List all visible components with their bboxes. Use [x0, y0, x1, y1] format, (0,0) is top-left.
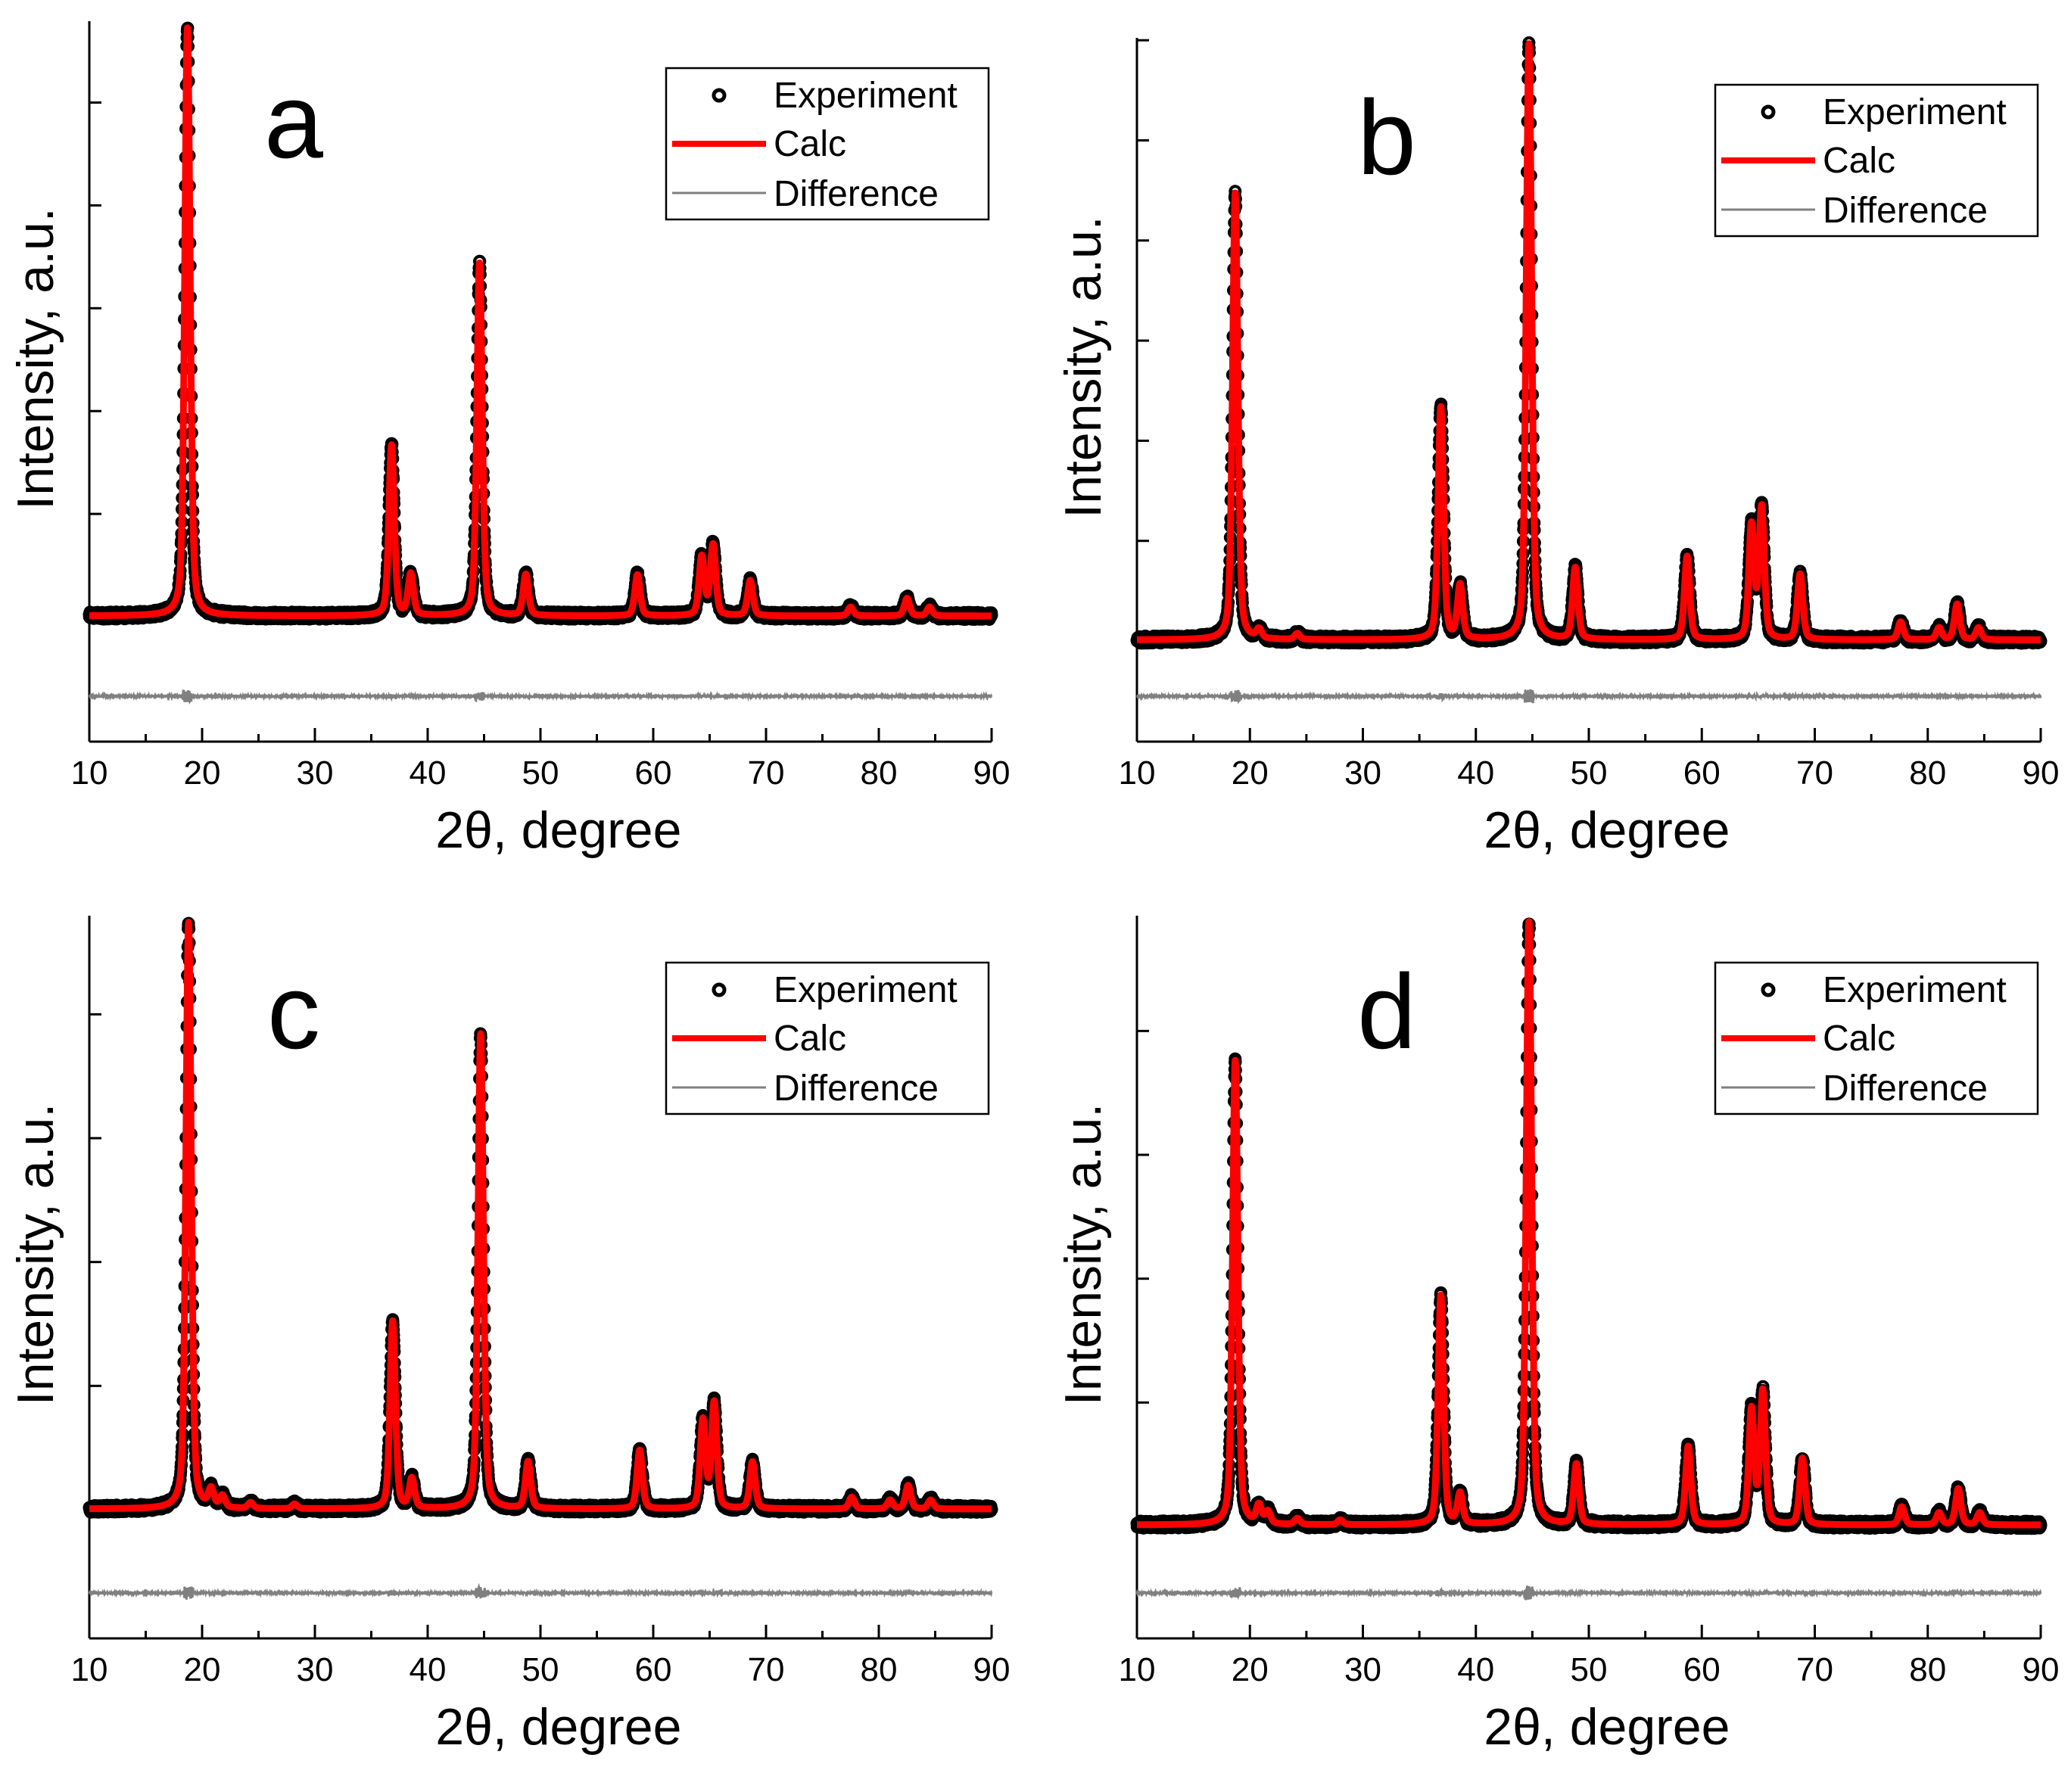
- x-tick-label: 90: [973, 754, 1011, 792]
- panel-label: b: [1357, 78, 1416, 197]
- x-tick-label: 10: [71, 754, 108, 792]
- legend-difference-label: Difference: [774, 174, 939, 214]
- x-axis-title: 2θ, degree: [435, 801, 681, 859]
- x-tick-label: 90: [2023, 754, 2060, 792]
- x-tick-label: 30: [1344, 754, 1381, 792]
- x-tick-label: 50: [1571, 754, 1608, 792]
- x-tick-label: 50: [522, 754, 559, 792]
- x-tick-label: 20: [1232, 754, 1269, 792]
- legend-calc-label: Calc: [774, 124, 846, 164]
- x-tick-label: 80: [861, 754, 898, 792]
- chart-panel-a: 10 20 30 40 50 60 70 80 90 2θ, degree Intensity, a…: [7, 21, 1010, 859]
- x-tick-label: 10: [1119, 754, 1156, 792]
- x-tick-label: 80: [1909, 754, 1946, 792]
- x-tick-label: 30: [297, 754, 334, 792]
- x-tick-label: 20: [184, 754, 221, 792]
- series-difference: [88, 689, 993, 705]
- y-axis-title: Intensity, a.u.: [1054, 216, 1112, 518]
- x-tick-label: 40: [410, 754, 447, 792]
- x-tick-label: 60: [635, 754, 672, 792]
- x-tick-label: 40: [1457, 754, 1494, 792]
- legend-experiment-label: Experiment: [774, 76, 958, 116]
- panel-label: a: [264, 61, 323, 180]
- x-axis-title: 2θ, degree: [1484, 801, 1730, 859]
- x-tick-label: 60: [1683, 754, 1721, 792]
- x-tick-label: 70: [748, 754, 785, 792]
- y-axis-title: Intensity, a.u.: [7, 207, 64, 509]
- x-tick-label: 70: [1796, 754, 1833, 792]
- chart-panel-b: 10 20 30 40 50 60 70 80 90 2θ, degree Intensity, a…: [1054, 36, 2060, 859]
